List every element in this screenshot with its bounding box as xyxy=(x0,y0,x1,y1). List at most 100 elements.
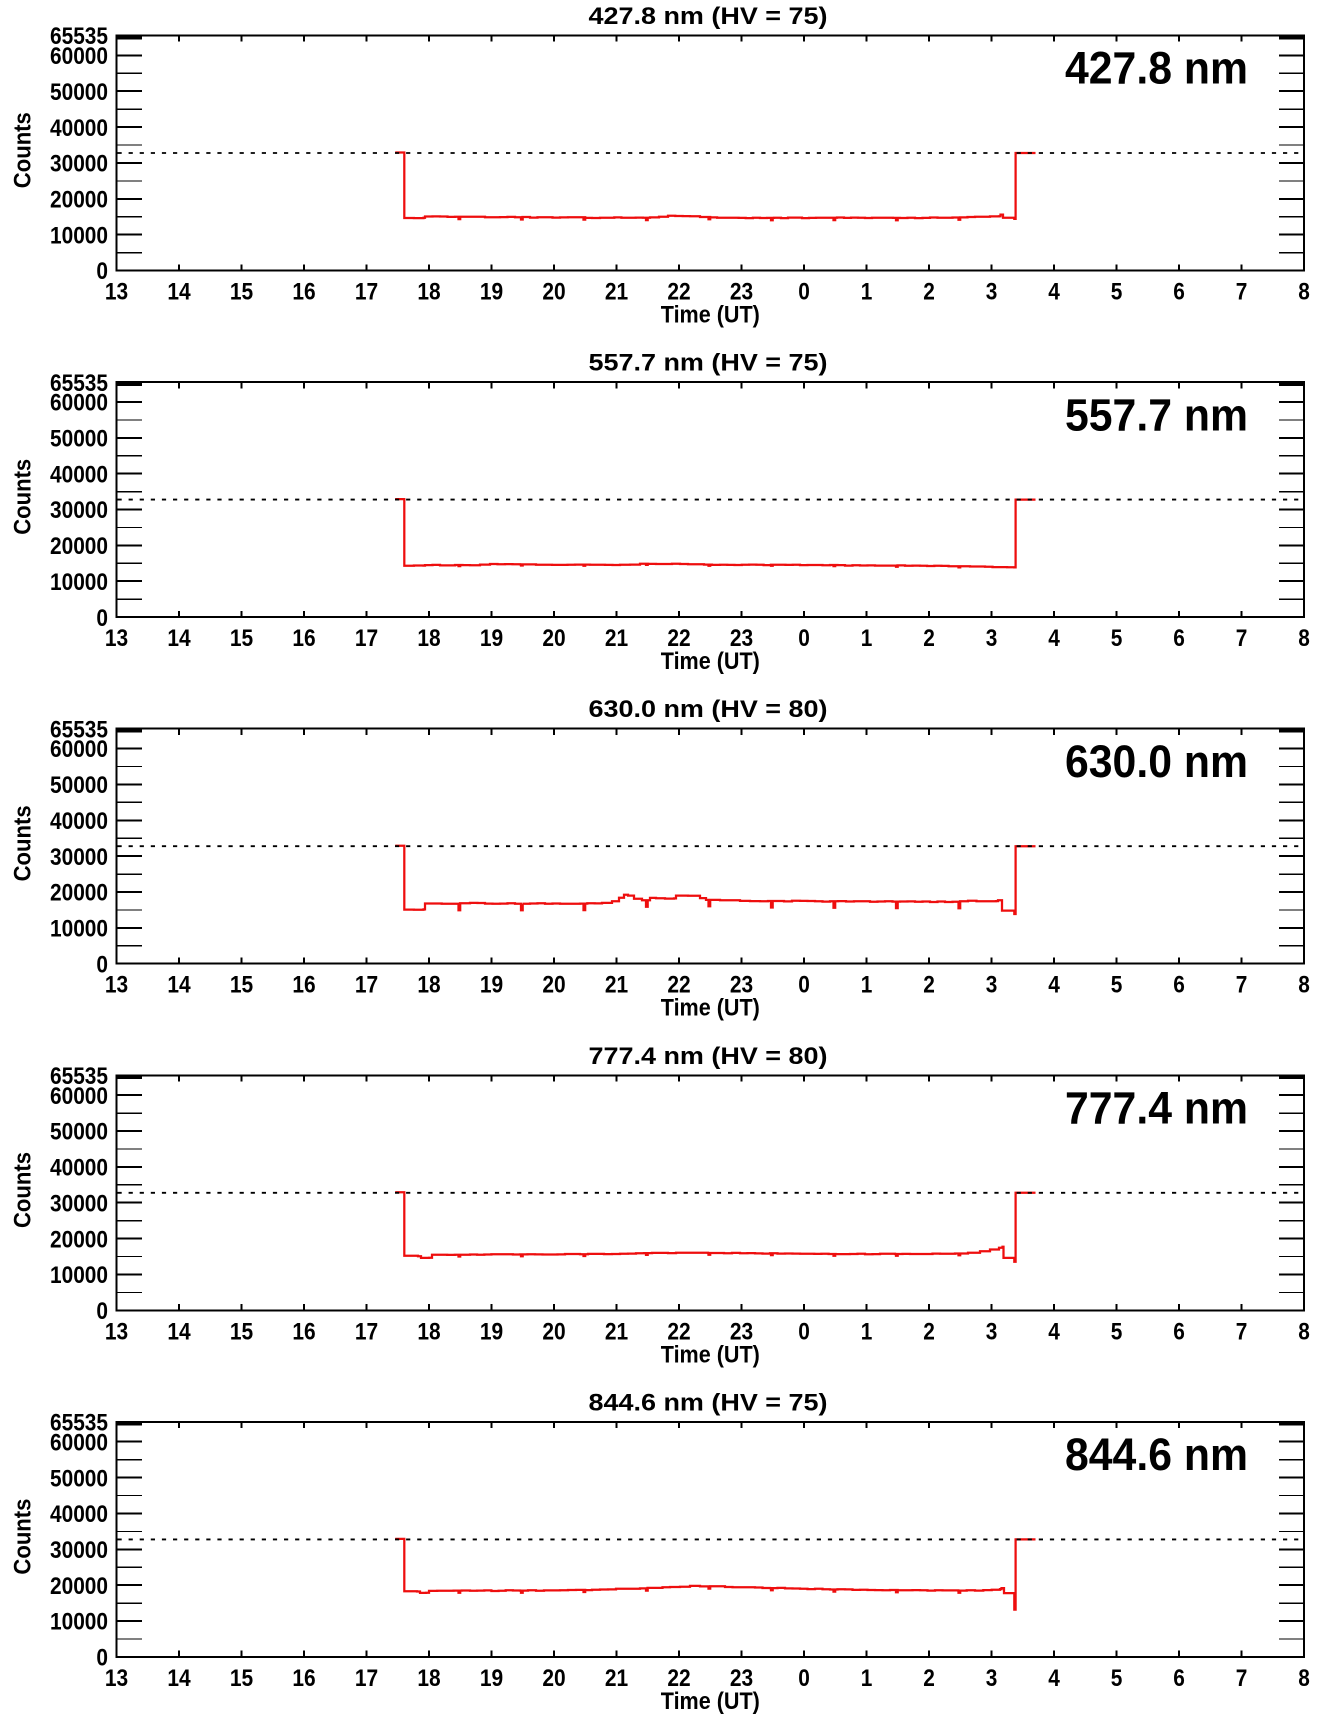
svg-text:2: 2 xyxy=(923,1665,935,1692)
svg-text:6: 6 xyxy=(1173,1318,1185,1345)
svg-text:17: 17 xyxy=(355,972,378,999)
svg-text:60000: 60000 xyxy=(50,1429,108,1456)
svg-text:65535: 65535 xyxy=(50,23,108,50)
svg-text:8: 8 xyxy=(1298,972,1310,999)
svg-text:14: 14 xyxy=(167,972,191,999)
svg-text:13: 13 xyxy=(105,625,128,652)
svg-text:17: 17 xyxy=(355,1665,378,1692)
svg-text:30000: 30000 xyxy=(50,1537,108,1564)
svg-text:557.7 nm (HV = 75): 557.7 nm (HV = 75) xyxy=(589,350,828,377)
svg-text:Time (UT): Time (UT) xyxy=(661,302,760,329)
svg-text:557.7 nm: 557.7 nm xyxy=(1065,389,1248,440)
svg-text:5: 5 xyxy=(1111,1665,1123,1692)
svg-text:0: 0 xyxy=(798,1318,810,1345)
svg-text:18: 18 xyxy=(417,972,440,999)
svg-text:50000: 50000 xyxy=(50,79,108,106)
svg-text:10000: 10000 xyxy=(50,222,108,249)
svg-text:14: 14 xyxy=(167,1665,191,1692)
svg-text:7: 7 xyxy=(1236,1318,1248,1345)
svg-text:4: 4 xyxy=(1048,1665,1060,1692)
svg-text:14: 14 xyxy=(167,1318,191,1345)
svg-text:20: 20 xyxy=(542,625,565,652)
svg-text:22: 22 xyxy=(667,625,690,652)
svg-text:5: 5 xyxy=(1111,625,1123,652)
svg-text:16: 16 xyxy=(292,1318,315,1345)
svg-text:7: 7 xyxy=(1236,625,1248,652)
svg-text:23: 23 xyxy=(730,279,753,306)
svg-text:13: 13 xyxy=(105,972,128,999)
svg-text:20: 20 xyxy=(542,279,565,306)
svg-text:18: 18 xyxy=(417,279,440,306)
svg-text:0: 0 xyxy=(96,1645,108,1672)
svg-text:4: 4 xyxy=(1048,1318,1060,1345)
svg-text:15: 15 xyxy=(230,625,253,652)
svg-text:21: 21 xyxy=(605,279,628,306)
svg-text:0: 0 xyxy=(798,972,810,999)
svg-text:22: 22 xyxy=(667,972,690,999)
svg-text:Counts: Counts xyxy=(10,459,37,535)
svg-text:40000: 40000 xyxy=(50,1501,108,1528)
svg-text:10000: 10000 xyxy=(50,1609,108,1636)
svg-text:5: 5 xyxy=(1111,1318,1123,1345)
svg-text:1: 1 xyxy=(861,1318,873,1345)
svg-text:2: 2 xyxy=(923,625,935,652)
svg-text:50000: 50000 xyxy=(50,772,108,799)
svg-text:17: 17 xyxy=(355,625,378,652)
svg-text:0: 0 xyxy=(798,1665,810,1692)
svg-text:15: 15 xyxy=(230,1665,253,1692)
svg-text:Counts: Counts xyxy=(10,1499,37,1575)
svg-text:23: 23 xyxy=(730,625,753,652)
svg-text:7: 7 xyxy=(1236,972,1248,999)
svg-text:60000: 60000 xyxy=(50,43,108,70)
svg-text:10000: 10000 xyxy=(50,1262,108,1289)
svg-text:20000: 20000 xyxy=(50,880,108,907)
svg-text:0: 0 xyxy=(96,258,108,285)
svg-text:0: 0 xyxy=(96,1298,108,1325)
svg-text:Counts: Counts xyxy=(10,112,37,188)
svg-text:Counts: Counts xyxy=(10,805,37,881)
svg-text:40000: 40000 xyxy=(50,115,108,142)
svg-text:19: 19 xyxy=(480,279,503,306)
svg-text:15: 15 xyxy=(230,279,253,306)
svg-text:21: 21 xyxy=(605,972,628,999)
svg-text:20000: 20000 xyxy=(50,187,108,214)
svg-text:1: 1 xyxy=(861,1665,873,1692)
svg-text:60000: 60000 xyxy=(50,390,108,417)
svg-text:4: 4 xyxy=(1048,972,1060,999)
svg-text:3: 3 xyxy=(986,279,998,306)
svg-text:19: 19 xyxy=(480,1318,503,1345)
svg-text:22: 22 xyxy=(667,1318,690,1345)
svg-text:17: 17 xyxy=(355,1318,378,1345)
svg-text:18: 18 xyxy=(417,625,440,652)
svg-text:Time (UT): Time (UT) xyxy=(661,1688,760,1715)
svg-text:6: 6 xyxy=(1173,972,1185,999)
svg-text:13: 13 xyxy=(105,279,128,306)
svg-text:50000: 50000 xyxy=(50,1465,108,1492)
svg-text:19: 19 xyxy=(480,972,503,999)
svg-text:0: 0 xyxy=(96,605,108,632)
svg-text:22: 22 xyxy=(667,1665,690,1692)
svg-text:65535: 65535 xyxy=(50,370,108,397)
svg-text:20000: 20000 xyxy=(50,533,108,560)
svg-text:844.6 nm (HV = 75): 844.6 nm (HV = 75) xyxy=(589,1389,828,1416)
svg-text:17: 17 xyxy=(355,279,378,306)
svg-text:23: 23 xyxy=(730,1318,753,1345)
svg-text:Time (UT): Time (UT) xyxy=(661,1341,760,1368)
svg-text:Time (UT): Time (UT) xyxy=(661,648,760,675)
svg-text:21: 21 xyxy=(605,625,628,652)
svg-text:844.6 nm: 844.6 nm xyxy=(1065,1429,1248,1480)
svg-text:30000: 30000 xyxy=(50,844,108,871)
svg-text:777.4 nm (HV = 80): 777.4 nm (HV = 80) xyxy=(589,1043,828,1070)
svg-text:5: 5 xyxy=(1111,972,1123,999)
svg-text:8: 8 xyxy=(1298,1318,1310,1345)
svg-text:1: 1 xyxy=(861,625,873,652)
svg-text:5: 5 xyxy=(1111,279,1123,306)
svg-text:427.8 nm: 427.8 nm xyxy=(1065,43,1248,94)
svg-text:14: 14 xyxy=(167,625,191,652)
svg-text:16: 16 xyxy=(292,1665,315,1692)
svg-text:3: 3 xyxy=(986,972,998,999)
svg-text:3: 3 xyxy=(986,625,998,652)
svg-text:2: 2 xyxy=(923,1318,935,1345)
svg-text:16: 16 xyxy=(292,279,315,306)
svg-text:40000: 40000 xyxy=(50,808,108,835)
